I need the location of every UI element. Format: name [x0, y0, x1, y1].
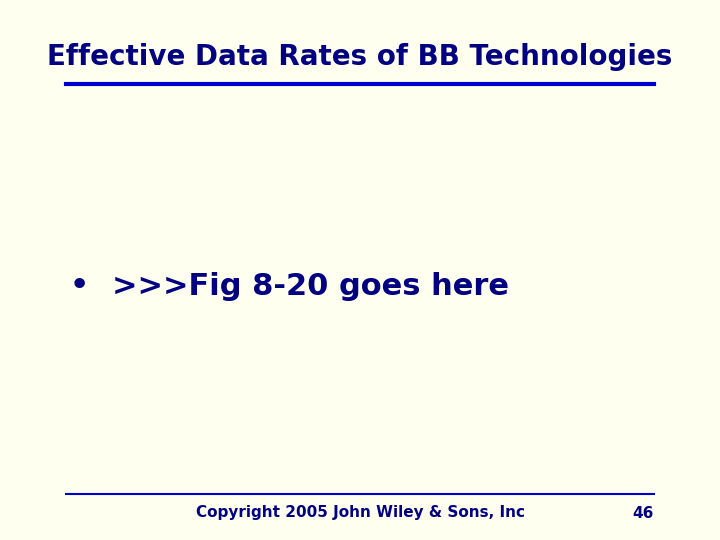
Text: 46: 46 [632, 505, 654, 521]
Text: Copyright 2005 John Wiley & Sons, Inc: Copyright 2005 John Wiley & Sons, Inc [196, 505, 524, 521]
Text: •: • [68, 269, 90, 303]
Text: Effective Data Rates of BB Technologies: Effective Data Rates of BB Technologies [48, 43, 672, 71]
Text: >>>Fig 8-20 goes here: >>>Fig 8-20 goes here [112, 272, 509, 301]
